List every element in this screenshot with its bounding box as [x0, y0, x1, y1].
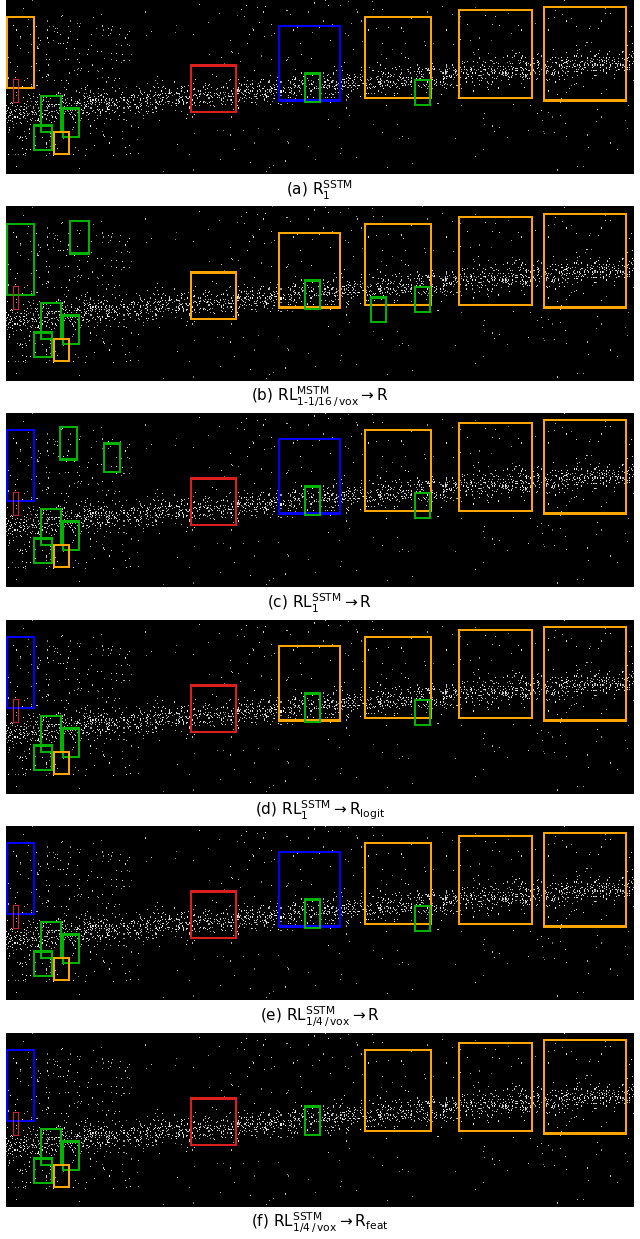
Text: (f) $\mathrm{RL}_{1/4\,/\,\mathrm{vox}}^{\mathrm{SSTM}} \rightarrow \mathrm{R}_{: (f) $\mathrm{RL}_{1/4\,/\,\mathrm{vox}}^…: [252, 1211, 388, 1235]
Text: (d) $\mathrm{RL}_{1}^{\mathrm{SSTM}} \rightarrow \mathrm{R}_{\mathrm{logit}}$: (d) $\mathrm{RL}_{1}^{\mathrm{SSTM}} \ri…: [255, 798, 385, 821]
Text: (a) $\mathrm{R}_{1}^{\mathrm{SSTM}}$: (a) $\mathrm{R}_{1}^{\mathrm{SSTM}}$: [287, 178, 353, 202]
Text: (c) $\mathrm{RL}_{1}^{\mathrm{SSTM}} \rightarrow \mathrm{R}$: (c) $\mathrm{RL}_{1}^{\mathrm{SSTM}} \ri…: [268, 592, 372, 615]
Text: (e) $\mathrm{RL}_{1/4\,/\,\mathrm{vox}}^{\mathrm{SSTM}} \rightarrow \mathrm{R}$: (e) $\mathrm{RL}_{1/4\,/\,\mathrm{vox}}^…: [260, 1005, 380, 1028]
Text: (b) $\mathrm{RL}_{1\text{-}1/16\,/\,\mathrm{vox}}^{\mathrm{MSTM}} \rightarrow \m: (b) $\mathrm{RL}_{1\text{-}1/16\,/\,\mat…: [251, 385, 389, 409]
